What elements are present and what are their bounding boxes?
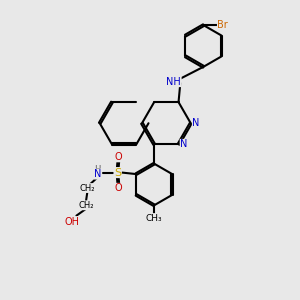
Text: S: S	[114, 168, 121, 178]
Text: CH₂: CH₂	[80, 184, 95, 193]
Text: N: N	[192, 118, 200, 128]
Text: NH: NH	[167, 76, 181, 87]
Text: CH₃: CH₃	[146, 214, 163, 223]
Text: N: N	[180, 140, 188, 149]
Text: CH₂: CH₂	[78, 201, 94, 210]
Text: OH: OH	[64, 217, 80, 226]
Text: O: O	[115, 183, 122, 193]
Text: H: H	[94, 164, 101, 173]
Text: Br: Br	[218, 20, 228, 30]
Text: O: O	[115, 152, 122, 162]
Text: N: N	[94, 169, 101, 179]
